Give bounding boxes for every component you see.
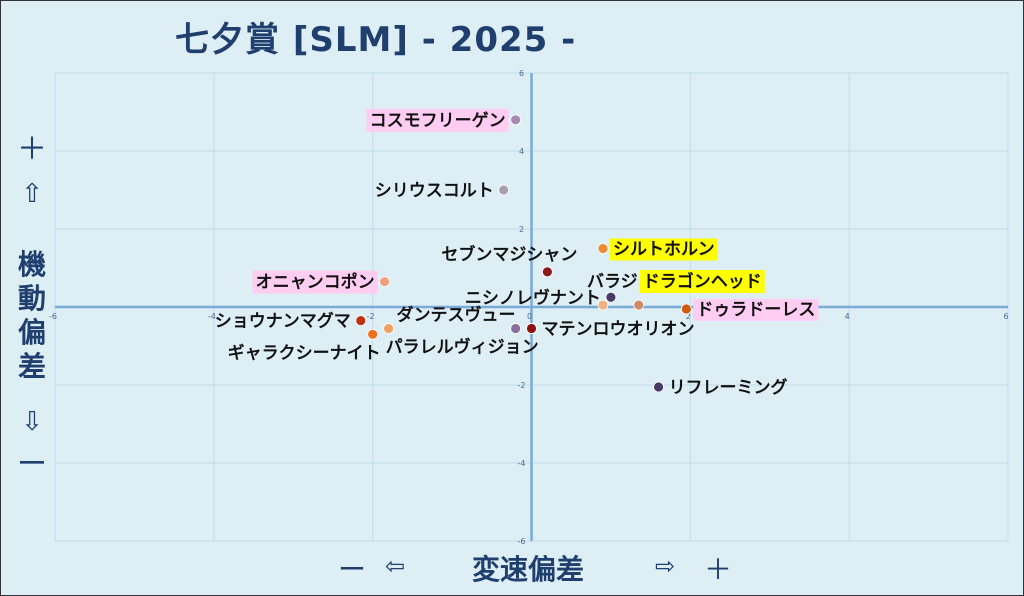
point-label-highlight	[366, 108, 509, 132]
y-axis-label: 機動偏差	[17, 248, 46, 383]
y-tick-label: 4	[519, 147, 524, 156]
point-label: シルトホルン	[613, 240, 715, 260]
point-label: バラジ	[587, 272, 638, 292]
point-label: コスモフリーゲン	[370, 110, 506, 131]
x-axis-label: 変速偏差	[472, 553, 585, 586]
x-tick-label: 6	[1003, 312, 1008, 321]
data-point	[605, 291, 617, 303]
data-point	[653, 381, 664, 393]
x-axis-left-arrow-icon: ⇦	[385, 552, 406, 580]
y-tick-label: 2	[519, 225, 524, 234]
data-point	[541, 266, 553, 278]
y-tick-label: 6	[519, 69, 524, 78]
data-point	[383, 323, 394, 334]
data-point	[367, 328, 379, 340]
point-label: ギャラクシーナイト	[228, 343, 381, 363]
chart-title: 七夕賞 [SLM] - 2025 -	[175, 20, 577, 60]
point-label-highlight	[609, 238, 718, 261]
x-tick-label: 0	[527, 312, 532, 321]
point-label-highlight	[693, 298, 819, 321]
point-label-highlight	[639, 270, 765, 294]
point-label: パラレルヴィジョン	[386, 336, 539, 357]
x-axis-plus-sign: ＋	[704, 553, 733, 586]
y-tick-label: -2	[518, 381, 526, 390]
data-point	[379, 276, 390, 288]
data-point	[510, 114, 522, 126]
data-point	[526, 323, 537, 334]
y-axis-plus-sign: ＋	[17, 132, 47, 167]
x-tick-label: -6	[49, 312, 57, 321]
x-tick-label: 2	[686, 312, 691, 321]
point-label: ショウナンマグマ	[215, 311, 351, 332]
x-tick-label: 4	[845, 312, 850, 321]
y-tick-label: -6	[518, 537, 526, 546]
point-label: ドラゴンヘッド	[643, 271, 762, 292]
y-axis-minus-sign: ー	[17, 447, 47, 482]
data-point	[633, 299, 645, 311]
x-axis-right-arrow-icon: ⇨	[655, 552, 676, 580]
data-point	[597, 299, 609, 311]
x-axis-minus-sign: ー	[338, 553, 367, 586]
point-label: シリウスコルト	[375, 181, 494, 201]
point-label: ドゥラドーレス	[696, 300, 815, 320]
y-axis-down-arrow-icon: ⇩	[21, 407, 43, 437]
point-label: オニャンコポン	[256, 272, 375, 293]
point-label: リフレーミング	[669, 377, 788, 398]
x-tick-label: -2	[367, 312, 375, 321]
point-label: ニシノレヴナント	[465, 287, 601, 308]
y-tick-label: -4	[518, 459, 526, 468]
x-tick-label: -4	[208, 312, 216, 321]
point-label: セブンマジシャン	[441, 244, 577, 265]
data-point	[597, 243, 609, 254]
data-point	[355, 315, 367, 327]
y-axis-up-arrow-icon: ⇧	[21, 179, 43, 209]
data-point	[498, 184, 510, 196]
data-point	[510, 323, 522, 334]
point-label-highlight	[252, 270, 378, 294]
point-label: マテンロウオリオン	[542, 319, 695, 339]
point-label: ダンテスヴュー	[397, 304, 516, 325]
data-point	[680, 303, 692, 315]
